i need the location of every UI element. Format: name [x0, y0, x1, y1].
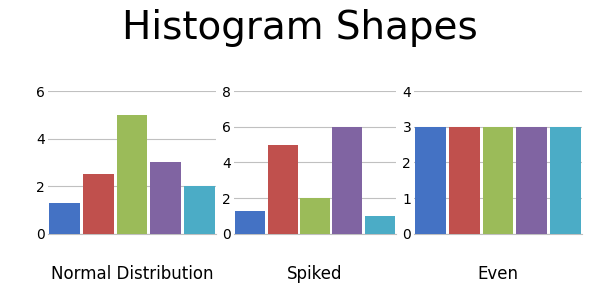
Bar: [415, 127, 446, 234]
Text: Normal Distribution: Normal Distribution: [51, 265, 213, 283]
Bar: [482, 127, 514, 234]
Bar: [49, 203, 80, 234]
Text: Even: Even: [478, 265, 518, 283]
Bar: [550, 127, 581, 234]
Bar: [516, 127, 547, 234]
Bar: [116, 115, 148, 234]
Bar: [332, 127, 362, 234]
Bar: [365, 216, 395, 234]
Bar: [184, 186, 215, 234]
Text: Histogram Shapes: Histogram Shapes: [122, 9, 478, 46]
Bar: [449, 127, 480, 234]
Bar: [150, 162, 181, 234]
Bar: [83, 174, 114, 234]
Bar: [300, 198, 330, 234]
Bar: [268, 144, 298, 234]
Text: Spiked: Spiked: [287, 265, 343, 283]
Bar: [235, 211, 265, 234]
